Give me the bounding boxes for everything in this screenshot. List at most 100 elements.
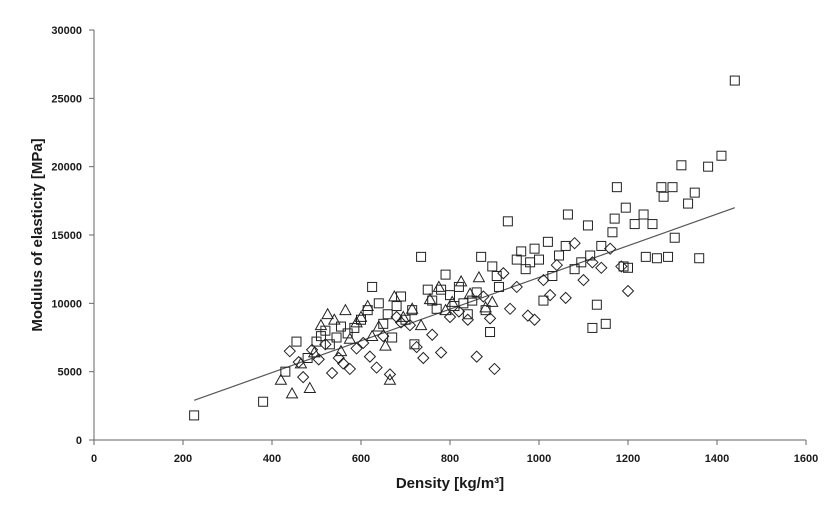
point-square <box>554 250 565 261</box>
x-tick-label: 1000 <box>527 453 551 465</box>
point-diamond <box>319 338 332 351</box>
point-diamond <box>521 309 535 322</box>
point-diamond <box>595 261 608 275</box>
point-square <box>516 246 527 257</box>
point-diamond <box>537 273 550 287</box>
point-triangle <box>479 300 492 313</box>
point-square <box>585 250 596 261</box>
point-diamond <box>312 353 325 366</box>
point-square <box>502 216 513 227</box>
x-tick-label: 600 <box>352 453 370 465</box>
point-diamond <box>377 329 390 343</box>
point-square <box>373 298 384 309</box>
point-square <box>258 396 269 407</box>
point-diamond <box>550 258 564 272</box>
point-square <box>647 219 658 230</box>
point-triangle <box>285 387 299 399</box>
y-tick-label: 5000 <box>58 367 82 379</box>
point-triangle <box>343 332 357 344</box>
point-diamond <box>363 350 377 363</box>
point-square <box>542 236 553 247</box>
y-ticks: 0 5000 10000 15000 20000 25000 30000 <box>51 25 94 447</box>
point-square <box>576 257 587 268</box>
point-diamond <box>568 236 581 250</box>
point-triangle <box>432 280 446 292</box>
point-diamond <box>503 302 517 316</box>
point-diamond <box>586 256 599 269</box>
point-triangle <box>405 302 419 314</box>
point-triangle <box>321 307 334 320</box>
point-diamond <box>370 361 383 374</box>
point-diamond <box>336 357 350 370</box>
point-triangle <box>365 329 379 342</box>
point-diamond <box>483 312 497 325</box>
point-triangle <box>414 318 428 331</box>
point-square <box>302 353 313 363</box>
point-diamond <box>443 310 457 324</box>
point-square <box>611 182 622 193</box>
point-diamond <box>543 288 557 302</box>
point-triangle <box>339 303 352 316</box>
point-triangle <box>423 292 437 305</box>
point-diamond <box>357 336 370 350</box>
point-square <box>638 209 649 220</box>
point-square <box>596 240 607 251</box>
point-square <box>591 299 602 310</box>
x-tick-label: 1600 <box>794 453 818 465</box>
point-square <box>491 271 502 281</box>
point-triangle <box>379 339 392 351</box>
point-triangle <box>383 373 397 385</box>
point-diamond <box>528 313 541 326</box>
point-diamond <box>497 267 510 280</box>
point-square <box>440 269 451 280</box>
point-square <box>669 232 680 243</box>
point-square <box>569 264 580 275</box>
point-triangle <box>445 295 459 307</box>
point-square <box>640 251 651 262</box>
point-diamond <box>425 328 439 341</box>
x-tick-label: 200 <box>174 453 192 465</box>
point-diamond <box>383 368 397 381</box>
point-square <box>651 253 662 264</box>
point-triangle <box>307 346 321 358</box>
point-triangle <box>463 287 477 299</box>
point-square <box>436 284 447 295</box>
point-diamond <box>394 316 408 329</box>
x-tick-label: 800 <box>441 453 459 465</box>
point-square <box>656 182 667 193</box>
point-square <box>716 150 727 161</box>
point-square <box>382 309 393 320</box>
point-square <box>529 243 540 254</box>
point-square <box>462 309 473 320</box>
point-square <box>431 303 442 314</box>
point-diamond <box>470 350 483 363</box>
point-diamond <box>350 342 363 355</box>
y-tick-label: 20000 <box>51 162 82 174</box>
point-square <box>324 339 335 350</box>
point-square <box>667 182 678 193</box>
point-diamond <box>510 280 523 294</box>
data-points <box>189 75 740 421</box>
point-triangle <box>372 320 386 332</box>
point-square <box>600 318 611 329</box>
point-square <box>476 251 487 262</box>
y-tick-label: 25000 <box>51 93 82 105</box>
point-diamond <box>390 310 403 324</box>
point-diamond <box>434 346 448 359</box>
point-diamond <box>621 284 635 298</box>
point-triangle <box>361 299 375 311</box>
point-triangle <box>274 373 288 385</box>
point-triangle <box>303 381 317 393</box>
point-triangle <box>472 270 486 283</box>
point-triangle <box>334 344 348 357</box>
point-triangle <box>485 295 499 307</box>
point-triangle <box>350 315 363 328</box>
point-diamond <box>461 313 475 326</box>
point-square <box>331 332 342 343</box>
point-diamond <box>332 351 345 365</box>
point-square <box>623 262 633 273</box>
axes <box>93 30 806 441</box>
point-square <box>538 295 549 306</box>
point-square <box>511 254 522 265</box>
